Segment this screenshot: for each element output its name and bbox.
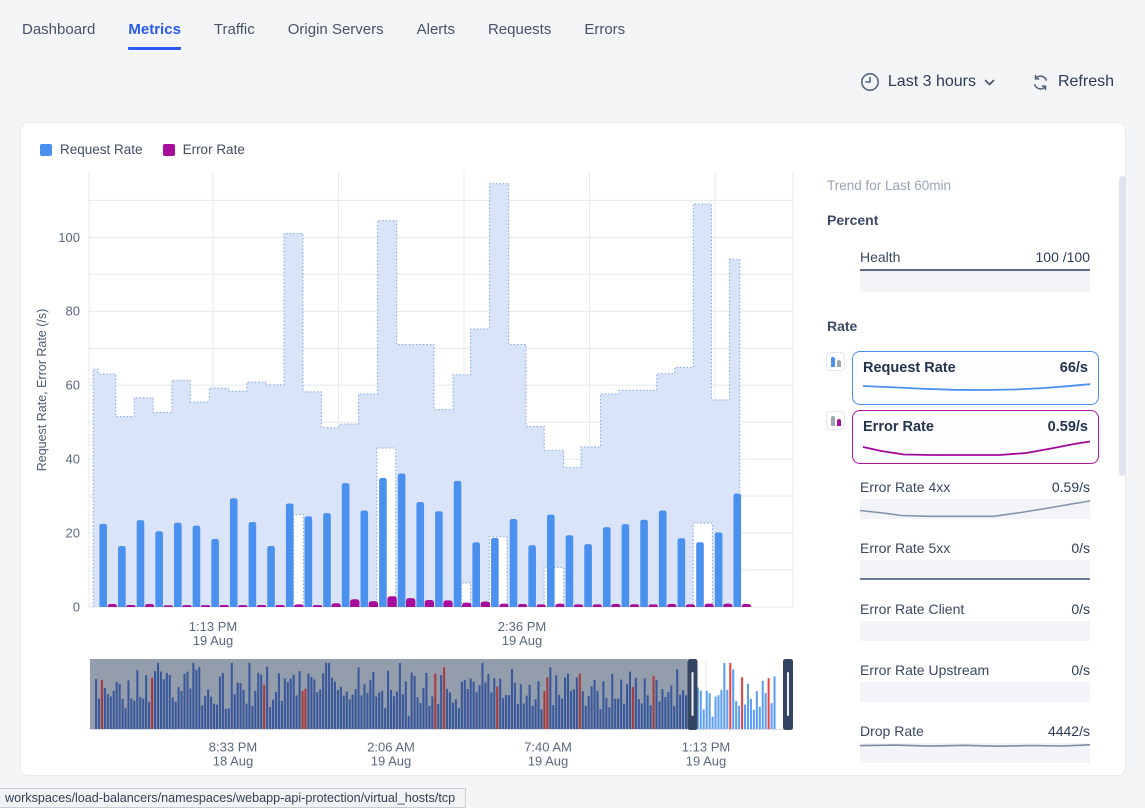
nav-tab-origin-servers[interactable]: Origin Servers [287,21,384,38]
row-value: 0/s [1071,601,1090,617]
row-label: Error Rate Upstream [860,662,990,678]
row-label: Error Rate Client [860,601,965,617]
error-rate-title: Error Rate [863,419,934,435]
nav-tab-dashboard[interactable]: Dashboard [22,21,96,38]
svg-text:8:33 PM: 8:33 PM [209,740,257,755]
row-sparkline-drop-rate [860,742,1090,763]
nav-tab-alerts[interactable]: Alerts [416,21,455,38]
error-rate-chart-icon [826,411,845,430]
row-drop-rate[interactable]: Drop Rate 4442/s [860,723,1090,739]
row-label: Error Rate 4xx [860,479,951,495]
error-rate-value: 0.59/s [1047,419,1088,435]
svg-text:2:36 PM: 2:36 PM [498,619,546,634]
request-rate-card[interactable]: Request Rate 66/s [852,351,1099,405]
svg-text:0: 0 [73,600,80,615]
row-sparkline-error-rate-client [860,620,1090,641]
legend-label: Request Rate [60,142,143,157]
row-sparkline-error-rate-upstream [860,681,1090,702]
svg-text:19 Aug: 19 Aug [502,633,543,648]
row-sparkline-error-rate-5xx [860,559,1090,580]
svg-text:2:06 AM: 2:06 AM [367,740,415,755]
row-sparkline-error-rate-4xx [860,498,1090,519]
health-value: 100 /100 [1035,249,1091,265]
row-error-rate-client[interactable]: Error Rate Client 0/s [860,601,1090,617]
svg-text:1:13 PM: 1:13 PM [682,740,730,755]
row-error-rate-5xx[interactable]: Error Rate 5xx 0/s [860,540,1090,556]
chevron-down-icon [984,79,995,85]
section-rate: Rate [827,318,858,334]
health-sparkline [860,269,1090,292]
error-rate-card[interactable]: Error Rate 0.59/s [852,410,1099,464]
svg-text:7:40 AM: 7:40 AM [524,740,572,755]
request-rate-value: 66/s [1059,360,1088,376]
svg-text:1:13 PM: 1:13 PM [189,619,237,634]
svg-text:Request Rate, Error Rate (/s): Request Rate, Error Rate (/s) [35,309,49,472]
refresh-label: Refresh [1057,73,1114,90]
legend-label: Error Rate [182,142,245,157]
health-row: Health 100 /100 [860,249,1090,265]
svg-text:19 Aug: 19 Aug [193,633,234,648]
refresh-icon [1033,74,1047,90]
status-url: workspaces/load-balancers/namespaces/web… [5,791,456,805]
refresh-button[interactable]: Refresh [1031,73,1114,92]
tab-bar: Dashboard Metrics Traffic Origin Servers Ale… [22,21,625,50]
row-label: Drop Rate [860,723,924,739]
legend-swatch-icon [162,143,175,156]
svg-text:19 Aug: 19 Aug [528,754,569,769]
time-range-dropdown[interactable]: Last 3 hours [860,72,995,92]
error-rate-sparkline [862,440,1091,456]
section-percent: Percent [827,212,879,228]
row-error-rate-upstream[interactable]: Error Rate Upstream 0/s [860,662,1090,678]
svg-text:40: 40 [66,452,80,467]
svg-text:60: 60 [66,378,80,393]
chart-legend: Request Rate Error Rate [40,142,245,157]
time-range-label: Last 3 hours [887,73,976,90]
request-rate-chart-icon [826,352,845,371]
legend-item-request-rate[interactable]: Request Rate [40,142,143,157]
svg-text:19 Aug: 19 Aug [371,754,412,769]
request-rate-title: Request Rate [863,360,956,376]
legend-swatch-icon [40,143,52,156]
svg-text:20: 20 [66,526,80,541]
svg-text:18 Aug: 18 Aug [213,754,254,769]
row-label: Error Rate 5xx [860,540,951,556]
nav-tab-errors[interactable]: Errors [584,21,626,38]
chart-controls: Last 3 hours Refresh [860,72,1114,92]
nav-tab-requests[interactable]: Requests [487,21,552,38]
row-value: 0/s [1071,662,1090,678]
clock-icon [860,73,879,91]
legend-item-error-rate[interactable]: Error Rate [162,142,245,157]
nav-tab-traffic[interactable]: Traffic [213,21,255,38]
request-error-rate-chart[interactable]: 0 20 40 60 80 100 Request Rate, Error Rate (/s… [20,122,810,654]
nav-tab-metrics[interactable]: Metrics [128,21,181,50]
svg-text:80: 80 [66,304,80,319]
row-value: 0.59/s [1051,479,1090,495]
row-error-rate-4xx[interactable]: Error Rate 4xx 0.59/s [860,479,1090,495]
health-label: Health [860,249,901,265]
trend-title: Trend for Last 60min [827,178,952,193]
row-value: 4442/s [1047,723,1090,739]
svg-text:19 Aug: 19 Aug [686,754,727,769]
row-value: 0/s [1071,540,1090,556]
svg-text:100: 100 [58,230,80,245]
sidebar-scrollbar[interactable] [1119,176,1126,476]
request-rate-sparkline [862,383,1091,391]
link-preview-statusbar: workspaces/load-balancers/namespaces/web… [0,788,466,808]
